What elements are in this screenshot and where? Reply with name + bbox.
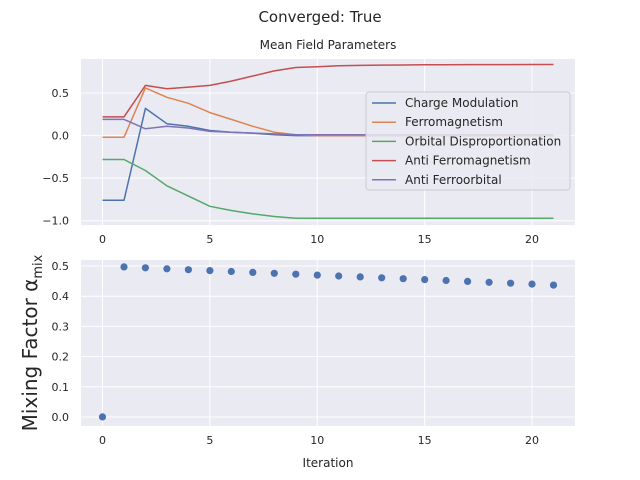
mixing-factor-point	[464, 277, 472, 285]
x-tick-label: 15	[418, 233, 432, 246]
x-tick-label: 5	[206, 434, 213, 447]
mixing-factor-point	[528, 280, 536, 288]
mixing-factor-grid	[81, 260, 575, 426]
mixing-factor-point	[421, 276, 429, 284]
legend-label: Orbital Disproportionation	[405, 134, 561, 148]
series-line-3	[102, 63, 554, 118]
legend-label: Anti Ferroorbital	[405, 173, 502, 187]
y-tick-label: 0.5	[52, 87, 70, 100]
legend-label: Anti Ferromagnetism	[405, 154, 531, 168]
mixing-factor-point	[399, 275, 407, 283]
mixing-factor-point	[378, 274, 386, 282]
mixing-factor-plot-area	[81, 260, 575, 426]
y-tick-label: 0.5	[52, 260, 70, 273]
mean-field-title: Mean Field Parameters	[260, 38, 397, 52]
legend-label: Charge Modulation	[405, 96, 518, 110]
mixing-factor-point	[227, 267, 235, 276]
x-tick-label: 5	[206, 233, 213, 246]
legend: Charge Modulation Ferromagnetism Orbital D…	[365, 91, 571, 191]
mixing-factor-point	[356, 273, 364, 281]
legend-box	[365, 91, 571, 191]
y-tick-label: 0.3	[52, 320, 70, 333]
mixing-factor-point	[184, 266, 192, 274]
mixing-factor-y-ticks: 0.0 0.1 0.2 0.3 0.4 0.5	[52, 260, 70, 424]
x-axis-label: Iteration	[303, 456, 354, 470]
mixing-factor-x-ticks: 0 5 10 15 20	[99, 434, 539, 447]
series-line-2	[102, 158, 554, 219]
mixing-factor-points	[98, 263, 558, 421]
mixing-factor-point	[485, 278, 493, 286]
mixing-factor-point	[120, 263, 128, 271]
mixing-factor-point	[163, 265, 171, 273]
mean-field-axes: 0 5 10 15 20 0.5 0.0 −0.5 −1.0 Mean Field Param…	[42, 38, 575, 246]
mixing-factor-point	[549, 281, 558, 289]
y-tick-label: 0.1	[52, 381, 70, 394]
mixing-factor-point	[335, 272, 343, 280]
y-tick-label: 0.2	[52, 351, 70, 364]
mixing-factor-point	[141, 264, 149, 272]
x-tick-label: 10	[310, 434, 324, 447]
y-axis-label: Mixing Factor αmix	[18, 254, 46, 431]
legend-items: Charge Modulation Ferromagnetism Orbital D…	[372, 96, 561, 187]
mixing-factor-axes: 0 5 10 15 20 0.0 0.1 0.2 0.3 0.4 0.5 Iteration Mi…	[18, 254, 575, 470]
x-tick-label: 10	[310, 233, 324, 246]
y-tick-label: 0.0	[52, 411, 70, 424]
mean-field-y-ticks: 0.5 0.0 −0.5 −1.0	[42, 87, 69, 228]
y-axis-label-subscript: mix	[31, 254, 46, 278]
mixing-factor-point	[249, 268, 257, 276]
y-tick-label: 0.4	[52, 290, 70, 303]
mixing-factor-point	[206, 267, 214, 275]
mixing-factor-point	[442, 276, 450, 285]
legend-label: Ferromagnetism	[405, 115, 503, 129]
x-tick-label: 0	[99, 233, 106, 246]
mean-field-x-ticks: 0 5 10 15 20	[99, 233, 539, 246]
x-tick-label: 20	[525, 233, 539, 246]
y-tick-label: −0.5	[42, 172, 69, 185]
x-tick-label: 15	[418, 434, 432, 447]
mixing-factor-point	[292, 270, 300, 278]
mixing-factor-point	[270, 269, 278, 277]
x-tick-label: 0	[99, 434, 106, 447]
y-tick-label: 0.0	[52, 130, 70, 143]
figure-suptitle: Converged: True	[258, 8, 381, 26]
mixing-factor-point	[507, 279, 515, 287]
mixing-factor-point	[98, 413, 107, 421]
x-tick-label: 20	[525, 434, 539, 447]
mixing-factor-point	[313, 271, 321, 279]
y-tick-label: −1.0	[42, 215, 69, 228]
y-axis-label-main: Mixing Factor α	[18, 279, 42, 432]
